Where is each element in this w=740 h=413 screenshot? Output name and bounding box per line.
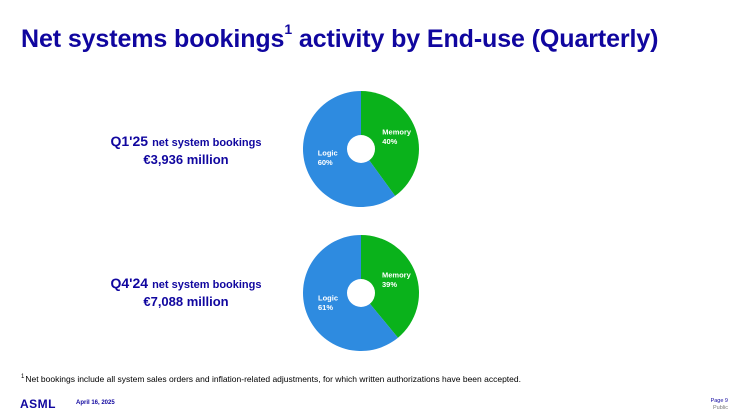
- q1-25-bookings-label: Q1'25 net system bookings €3,936 million: [86, 133, 286, 167]
- footnote-text: Net bookings include all system sales or…: [25, 374, 521, 384]
- footnote: 1Net bookings include all system sales o…: [21, 374, 521, 384]
- pie-label-value-logic-q4-24: 61%: [318, 303, 333, 312]
- q1-25-description: net system bookings: [152, 137, 262, 149]
- page-info: Page 9 Public: [711, 398, 728, 412]
- title-footnote-marker: 1: [284, 21, 293, 37]
- q4-24-total: €7,088 million: [143, 294, 229, 309]
- q4-24-bookings-label: Q4'24 net system bookings €7,088 million: [86, 275, 286, 309]
- asml-logo: ASML: [20, 397, 56, 411]
- pie-slice-memory-q4-24: [361, 235, 419, 338]
- pie-center-hole-q4-24: [347, 279, 375, 307]
- pie-svg-q4-24: Memory 39% Logic 61%: [302, 235, 419, 351]
- pie-label-logic-q4-24: Logic 61%: [318, 294, 338, 313]
- q4-24-period: Q4'24: [110, 275, 149, 291]
- title-text-continued: activity by End-use (Quarterly): [292, 25, 659, 53]
- footnote-marker: 1: [21, 374, 25, 380]
- pie-svg-q1-25: Memory 40% Logic 60%: [302, 91, 419, 207]
- pie-label-name-logic-q4-24: Logic: [318, 294, 338, 303]
- pie-label-value-logic-q1-25: 60%: [318, 158, 333, 167]
- pie-center-hole-q1-25: [347, 135, 375, 163]
- classification-label: Public: [713, 405, 728, 411]
- q1-25-period: Q1'25: [110, 133, 149, 149]
- page-title: Net systems bookings1 activity by End-us…: [21, 22, 659, 54]
- pie-chart-q1-25: Memory 40% Logic 60%: [302, 90, 420, 208]
- pie-slice-memory-q1-25: [361, 91, 419, 196]
- pie-label-name-memory-q4-24: Memory: [382, 271, 412, 280]
- page-number: Page 9: [710, 398, 728, 404]
- pie-label-value-memory-q4-24: 39%: [382, 280, 397, 289]
- q4-24-description: net system bookings: [152, 279, 262, 291]
- footer-date: April 16, 2025: [76, 400, 115, 406]
- q1-25-total: €3,936 million: [143, 152, 229, 167]
- pie-label-memory-q1-25: Memory 40%: [382, 128, 412, 147]
- pie-label-value-memory-q1-25: 40%: [382, 137, 397, 146]
- title-text: Net systems bookings: [21, 25, 285, 53]
- pie-label-name-memory-q1-25: Memory: [382, 128, 412, 137]
- pie-chart-q4-24: Memory 39% Logic 61%: [302, 234, 420, 352]
- pie-label-logic-q1-25: Logic 60%: [318, 149, 338, 168]
- pie-label-name-logic-q1-25: Logic: [318, 149, 338, 158]
- pie-label-memory-q4-24: Memory 39%: [382, 271, 412, 290]
